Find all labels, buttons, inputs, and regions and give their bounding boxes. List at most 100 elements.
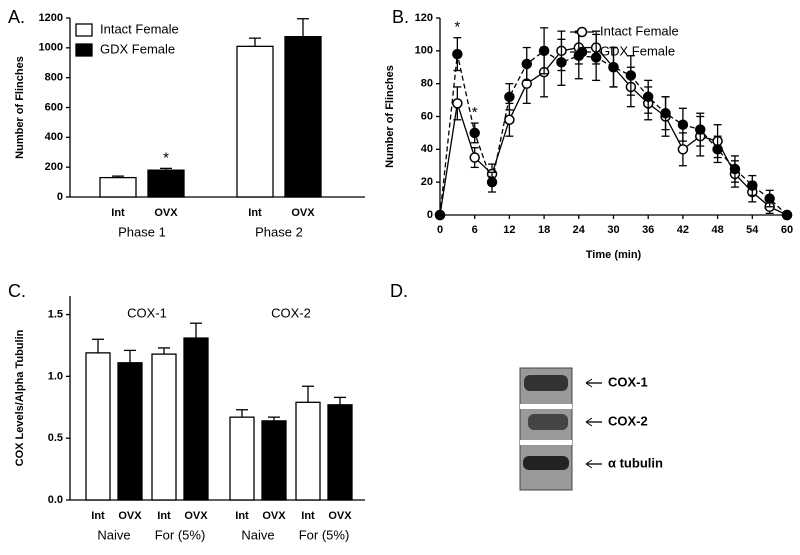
y-axis-label: COX Levels/Alpha Tubulin [14,329,26,466]
bar-label: OVX [262,510,286,522]
y-tick-label: 1000 [39,42,63,54]
panel-label: D. [390,281,408,301]
category-label: Naive [241,527,274,542]
blot-divider [520,404,572,409]
legend-marker [576,26,588,38]
bar-label: OVX [184,510,208,522]
bar [151,353,177,501]
x-tick-label: 54 [746,224,759,236]
blot-band [523,456,569,470]
x-tick-label: 48 [711,224,723,236]
point [452,98,463,109]
point [608,62,619,73]
y-tick-label: 1.5 [48,308,63,320]
bar [236,45,274,198]
band-label: COX-2 [608,413,648,428]
blot-band [528,414,568,430]
legend-label: GDX Female [100,41,175,56]
point [469,152,480,163]
arrow-head [585,459,593,469]
point [712,144,723,155]
y-tick-label: 0.0 [48,494,63,506]
point [764,193,775,204]
bar-label: OVX [328,510,352,522]
x-tick-label: 36 [642,224,654,236]
panel-label: B. [392,7,409,27]
legend-swatch [75,43,93,57]
point [660,107,671,119]
band-label: COX-1 [608,374,648,389]
y-tick-label: 20 [421,176,433,188]
point [521,58,532,70]
category-label: Phase 1 [118,224,166,239]
point [729,163,741,175]
y-tick-label: 400 [45,131,63,143]
legend-label: Intact Female [100,21,179,36]
point [434,209,446,221]
bar [117,362,143,501]
point [677,119,689,130]
point [642,91,654,103]
x-tick-label: 60 [781,224,793,236]
y-tick-label: 200 [45,161,63,173]
bar-label: Int [235,510,249,522]
bar-label: Int [248,207,262,219]
point [590,52,602,63]
legend-swatch [75,23,93,37]
x-tick-label: 30 [607,224,619,236]
x-tick-label: 42 [677,224,689,236]
point [747,180,758,191]
y-tick-label: 80 [421,78,433,90]
point [538,45,550,57]
panel-label: C. [8,281,26,301]
point [695,124,706,135]
point [504,91,515,103]
bar [147,169,185,198]
point [677,144,689,155]
bar-label: Int [157,510,171,522]
panel-label: A. [8,7,25,27]
y-tick-label: 1.0 [48,370,63,382]
bar [85,352,111,501]
blot-divider [520,440,572,445]
group-label: COX-2 [271,305,311,320]
point [504,114,515,126]
x-axis-label: Time (min) [586,249,642,261]
band-label: α tubulin [608,455,663,470]
legend-label: Intact Female [600,23,679,38]
bar-label: Int [301,510,315,522]
legend-marker [576,46,588,58]
y-axis-label: Number of Flinches [384,65,396,168]
bar-label: OVX [118,510,142,522]
annotation: * [472,104,478,121]
y-tick-label: 0 [427,209,433,221]
y-tick-label: 0.5 [48,432,63,444]
y-tick-label: 60 [421,110,433,122]
category-label: Phase 2 [255,224,303,239]
series-line [439,50,788,216]
blot-band [524,375,568,391]
point [486,176,498,188]
x-tick-label: 6 [472,224,478,236]
arrow-head [585,378,593,388]
y-tick-label: 40 [421,143,433,155]
y-tick-label: 120 [415,12,433,24]
annotation: * [163,149,169,166]
category-label: Naive [97,527,130,542]
y-tick-label: 100 [415,45,433,57]
point [452,48,463,60]
annotation: * [454,19,460,36]
bar [99,176,137,198]
bar [261,420,287,501]
bar-label: Int [111,207,125,219]
bar [295,401,321,501]
y-tick-label: 600 [45,101,63,113]
x-tick-label: 0 [437,224,443,236]
point [625,70,637,81]
legend-label: GDX Female [600,43,675,58]
y-tick-label: 1200 [39,12,63,24]
bar-label: OVX [291,207,315,219]
y-tick-label: 800 [45,72,63,84]
y-axis-label: Number of Flinches [14,56,26,159]
